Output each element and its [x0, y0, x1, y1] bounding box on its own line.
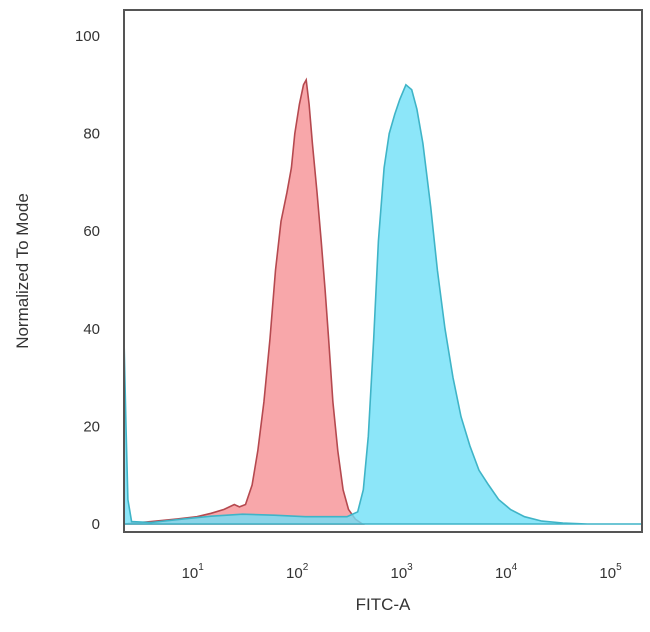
histogram-series-1 [123, 77, 365, 525]
x-tick-label: 104 [495, 562, 518, 582]
x-tick-label: 101 [182, 562, 205, 582]
y-tick-label: 40 [83, 321, 100, 338]
plot-frame [123, 9, 643, 533]
y-tick-label: 100 [75, 28, 100, 45]
y-tick-label: 0 [92, 516, 100, 533]
x-tick-label: 105 [599, 562, 622, 582]
x-tick-label: 102 [286, 562, 309, 582]
y-axis: 0 20 40 60 80 100 [75, 28, 100, 533]
x-axis-label: FITC-A [356, 595, 411, 614]
series-layer [123, 77, 642, 525]
x-tick-label: 103 [390, 562, 413, 582]
y-tick-label: 60 [83, 223, 100, 240]
histogram-series-2 [123, 83, 642, 525]
y-tick-label: 20 [83, 418, 100, 435]
y-tick-label: 80 [83, 126, 100, 143]
x-axis: 101 102 103 104 105 [182, 562, 623, 582]
y-axis-label: Normalized To Mode [13, 193, 32, 349]
